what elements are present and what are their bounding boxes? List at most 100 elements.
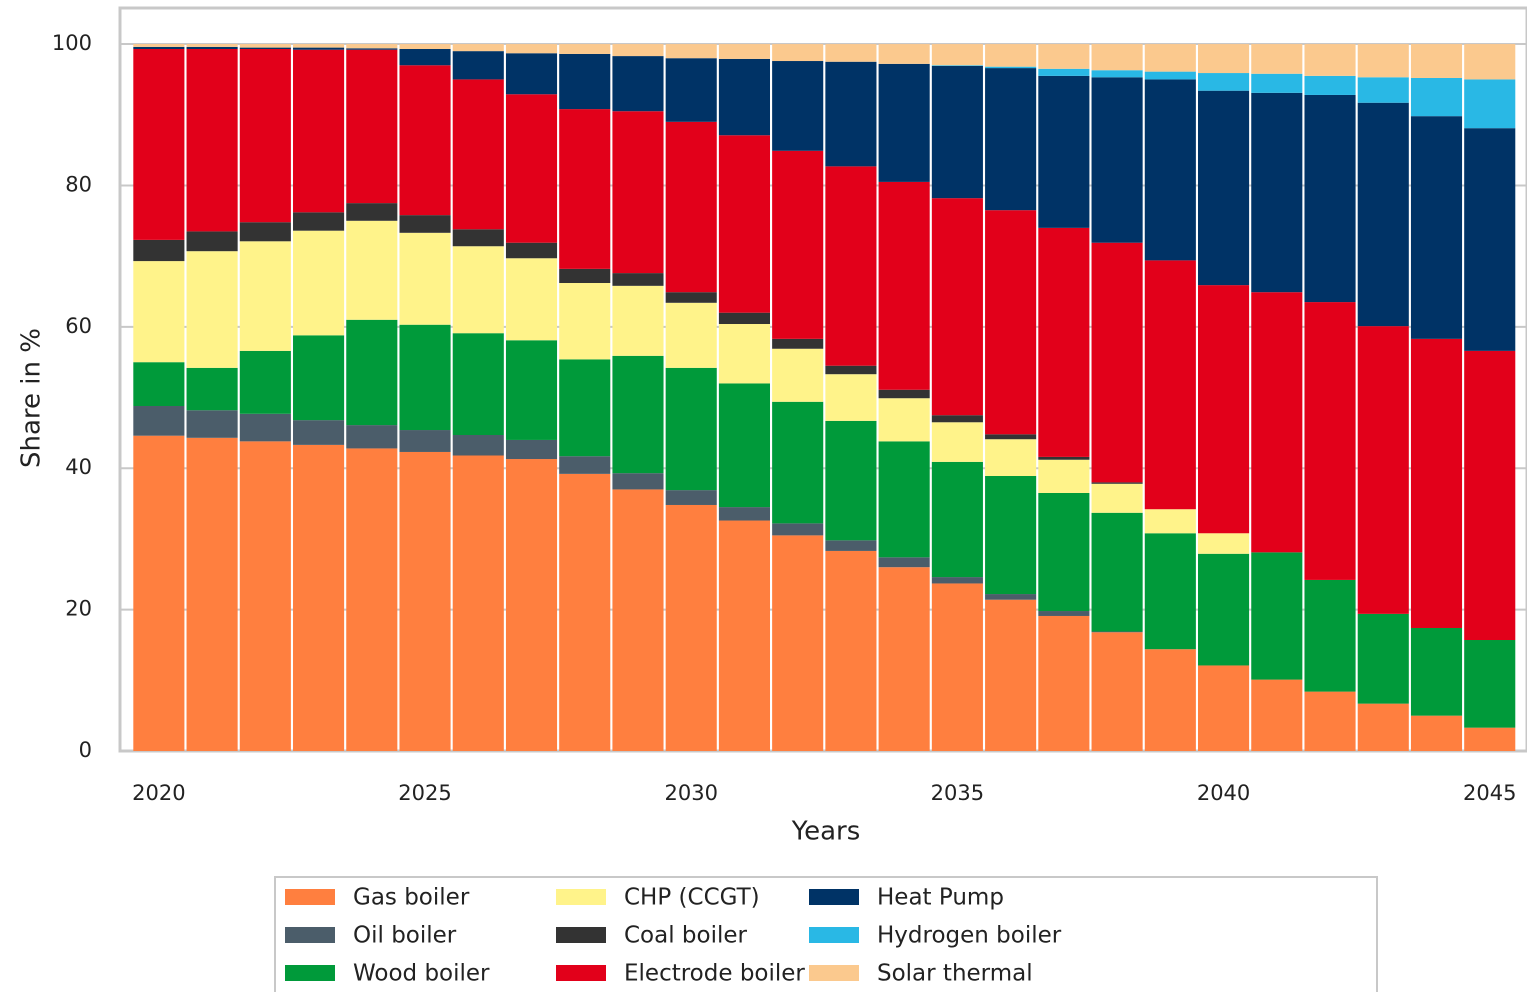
bar-segment bbox=[772, 338, 824, 349]
bar-segment bbox=[1144, 649, 1196, 751]
bar-segment bbox=[133, 435, 185, 751]
y-tick-label: 0 bbox=[79, 738, 92, 762]
bar-segment bbox=[985, 475, 1037, 595]
bar-segment bbox=[825, 166, 877, 366]
bar-segment bbox=[186, 49, 238, 232]
bar-segment bbox=[718, 44, 770, 59]
bar-segment bbox=[772, 44, 824, 62]
bar-segment bbox=[239, 44, 291, 48]
bar-segment bbox=[1304, 302, 1356, 580]
bar-segment bbox=[1251, 292, 1303, 553]
bar-segment bbox=[293, 47, 345, 50]
x-tick-label: 2025 bbox=[398, 781, 451, 805]
bar-segment bbox=[559, 53, 611, 110]
bar-segment bbox=[133, 44, 185, 47]
y-tick-label: 40 bbox=[65, 455, 92, 479]
bar-segment bbox=[1144, 71, 1196, 80]
bar-segment bbox=[985, 210, 1037, 435]
bar-segment bbox=[1091, 482, 1143, 484]
bar-segment bbox=[1410, 338, 1463, 628]
bar-segment bbox=[931, 65, 983, 199]
legend-label: CHP (CCGT) bbox=[624, 885, 760, 911]
bar-segment bbox=[1038, 492, 1090, 612]
x-tick-label: 2045 bbox=[1463, 781, 1516, 805]
bar-segment bbox=[1038, 459, 1090, 493]
bar-segment bbox=[505, 242, 558, 259]
bar-segment bbox=[1251, 44, 1303, 74]
bar-segment bbox=[718, 312, 770, 325]
bar-segment bbox=[665, 490, 717, 505]
bar-segment bbox=[1198, 285, 1250, 534]
bar-segment bbox=[931, 415, 983, 423]
bar-segment bbox=[878, 557, 930, 568]
bar-segment bbox=[1144, 260, 1196, 510]
bar-segment bbox=[878, 63, 930, 182]
bar-segment bbox=[825, 540, 877, 551]
bar-segment bbox=[346, 319, 398, 426]
bar-segment bbox=[399, 451, 451, 751]
legend-label: Wood boiler bbox=[353, 961, 490, 987]
bar-segment bbox=[346, 203, 398, 221]
bar-segment bbox=[1410, 627, 1463, 716]
bar-segment bbox=[559, 268, 611, 284]
bar-segment bbox=[665, 58, 717, 122]
bar-segment bbox=[1251, 679, 1303, 751]
x-tick-label: 2020 bbox=[132, 781, 185, 805]
bar-segment bbox=[133, 406, 185, 436]
bar-segment bbox=[612, 285, 664, 356]
bar-segment bbox=[346, 48, 398, 50]
legend-label: Oil boiler bbox=[353, 923, 457, 949]
bar-segment bbox=[1038, 227, 1090, 457]
bar-segment bbox=[293, 335, 345, 421]
bar-segment bbox=[931, 65, 983, 66]
bar-segment bbox=[559, 283, 611, 360]
bar-segment bbox=[1091, 242, 1143, 483]
bar-segment bbox=[1198, 44, 1250, 74]
bar-segment bbox=[878, 181, 930, 390]
bar-segment bbox=[1038, 456, 1090, 460]
bar-segment bbox=[1091, 77, 1143, 243]
bar-segment bbox=[1464, 727, 1516, 751]
bar-segment bbox=[772, 523, 824, 536]
legend-label: Electrode boiler bbox=[624, 961, 805, 987]
y-axis-label: Share in % bbox=[17, 328, 47, 468]
bar-segment bbox=[1304, 75, 1356, 95]
bar-segment bbox=[452, 455, 504, 751]
bar-segment bbox=[239, 441, 291, 751]
bar-segment bbox=[505, 459, 558, 751]
bar-segment bbox=[1410, 116, 1463, 339]
bar-segment bbox=[825, 374, 877, 421]
bar-segment bbox=[985, 439, 1037, 476]
bar-segment bbox=[985, 594, 1037, 600]
bar-segment bbox=[1464, 640, 1516, 728]
legend-label: Gas boiler bbox=[353, 885, 470, 911]
bar-segment bbox=[1464, 44, 1516, 80]
bar-segment bbox=[293, 444, 345, 751]
bar-segment bbox=[878, 389, 930, 399]
bar-segment bbox=[1091, 512, 1143, 632]
bar-segment bbox=[399, 44, 451, 50]
bar-segment bbox=[186, 46, 238, 50]
bar-segment bbox=[239, 413, 291, 442]
bar-segment bbox=[186, 410, 238, 438]
bar-segment bbox=[346, 448, 398, 751]
bar-segment bbox=[399, 65, 451, 216]
legend-swatch bbox=[809, 927, 859, 943]
bar-segment bbox=[1198, 533, 1250, 554]
bar-segment bbox=[612, 56, 664, 112]
bar-segment bbox=[452, 44, 504, 52]
bar-segment bbox=[825, 61, 877, 167]
bar-segment bbox=[559, 44, 611, 54]
bar-segment bbox=[718, 507, 770, 521]
bar-segment bbox=[186, 251, 238, 368]
legend-swatch bbox=[285, 965, 335, 981]
bar-segment bbox=[559, 473, 611, 751]
bar-segment bbox=[931, 198, 983, 416]
x-tick-label: 2035 bbox=[931, 781, 984, 805]
bar-segment bbox=[133, 261, 185, 363]
bar-segment bbox=[1038, 615, 1090, 751]
bar-segment bbox=[1464, 128, 1516, 351]
bar-segment bbox=[133, 49, 185, 240]
bar-segment bbox=[665, 121, 717, 293]
legend-label: Hydrogen boiler bbox=[877, 923, 1062, 949]
